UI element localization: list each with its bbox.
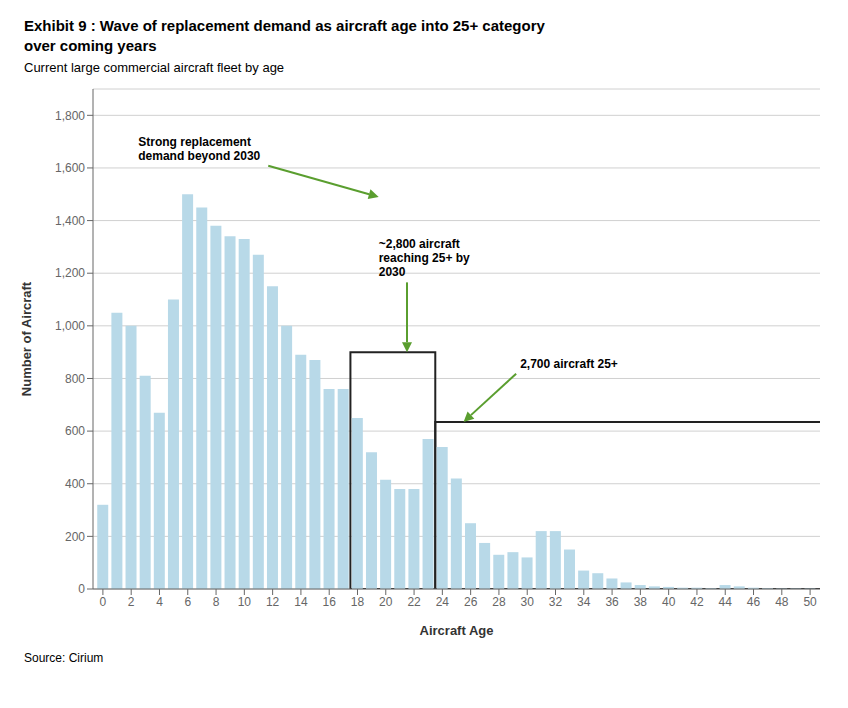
svg-text:800: 800 bbox=[65, 372, 85, 386]
svg-text:1,400: 1,400 bbox=[55, 214, 85, 228]
svg-text:4: 4 bbox=[156, 595, 163, 609]
svg-text:1,600: 1,600 bbox=[55, 161, 85, 175]
svg-text:12: 12 bbox=[266, 595, 280, 609]
svg-text:46: 46 bbox=[747, 595, 761, 609]
svg-text:42: 42 bbox=[690, 595, 704, 609]
svg-text:44: 44 bbox=[719, 595, 733, 609]
svg-text:1,800: 1,800 bbox=[55, 109, 85, 123]
svg-text:Strong replacementdemand beyon: Strong replacementdemand beyond 2030 bbox=[138, 135, 260, 163]
svg-text:200: 200 bbox=[65, 530, 85, 544]
svg-text:0: 0 bbox=[78, 582, 85, 596]
svg-text:Aircraft Age: Aircraft Age bbox=[420, 623, 494, 638]
svg-text:34: 34 bbox=[577, 595, 591, 609]
svg-text:1,000: 1,000 bbox=[55, 319, 85, 333]
html-text:over coming years: over coming years bbox=[24, 37, 157, 54]
html-text:Current large commercial aircr: Current large commercial aircraft fleet … bbox=[24, 60, 285, 75]
svg-text:8: 8 bbox=[213, 595, 220, 609]
svg-text:28: 28 bbox=[492, 595, 506, 609]
svg-text:48: 48 bbox=[775, 595, 789, 609]
html-text:Exhibit 9 : Wave of replacemen: Exhibit 9 : Wave of replacement demand a… bbox=[24, 17, 545, 34]
svg-text:18: 18 bbox=[351, 595, 365, 609]
svg-text:20: 20 bbox=[379, 595, 393, 609]
svg-text:50: 50 bbox=[803, 595, 817, 609]
svg-text:Number of Aircraft: Number of Aircraft bbox=[19, 281, 34, 396]
svg-text:32: 32 bbox=[549, 595, 563, 609]
svg-text:2,700 aircraft 25+: 2,700 aircraft 25+ bbox=[520, 357, 618, 371]
svg-text:16: 16 bbox=[323, 595, 337, 609]
svg-text:30: 30 bbox=[521, 595, 535, 609]
svg-text:6: 6 bbox=[184, 595, 191, 609]
svg-text:22: 22 bbox=[407, 595, 421, 609]
svg-text:1,200: 1,200 bbox=[55, 266, 85, 280]
svg-text:38: 38 bbox=[634, 595, 648, 609]
svg-text:24: 24 bbox=[436, 595, 450, 609]
svg-text:26: 26 bbox=[464, 595, 478, 609]
svg-text:600: 600 bbox=[65, 424, 85, 438]
svg-text:36: 36 bbox=[605, 595, 619, 609]
svg-text:40: 40 bbox=[662, 595, 676, 609]
svg-text:10: 10 bbox=[238, 595, 252, 609]
svg-text:14: 14 bbox=[294, 595, 308, 609]
svg-text:~2,800 aircraftreaching 25+ by: ~2,800 aircraftreaching 25+ by2030 bbox=[379, 237, 470, 279]
svg-text:400: 400 bbox=[65, 477, 85, 491]
svg-text:2: 2 bbox=[128, 595, 135, 609]
html-text:Source: Cirium: Source: Cirium bbox=[24, 651, 104, 665]
svg-text:0: 0 bbox=[100, 595, 107, 609]
